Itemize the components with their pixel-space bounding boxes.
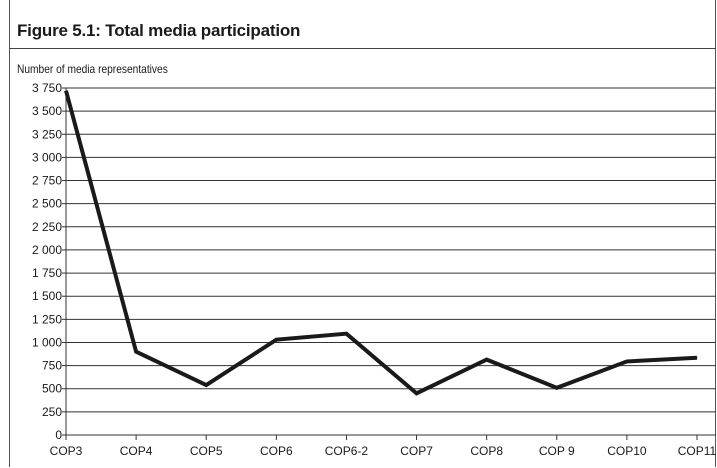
y-tick-label-3750: 3 750 — [32, 81, 62, 95]
y-tick-label-1250: 1 250 — [32, 312, 62, 326]
figure-frame — [9, 0, 716, 467]
y-tick-label-1750: 1 750 — [32, 266, 62, 280]
y-tick-label-3500: 3 500 — [32, 104, 62, 118]
data-point-COP4 — [135, 351, 137, 353]
series-line-0 — [64, 90, 698, 396]
data-point-COP8 — [486, 359, 488, 361]
chart-title: Figure 5.1: Total media participation — [17, 21, 301, 40]
data-point-COP7 — [416, 392, 418, 394]
data-point-COP 9 — [556, 387, 558, 389]
x-tick-label-COP6-2: COP6-2 — [325, 444, 369, 458]
x-tick-label-COP3: COP3 — [50, 444, 83, 458]
data-point-COP6-2 — [345, 333, 347, 335]
x-tick-label-COP 9: COP 9 — [539, 444, 575, 458]
y-tick-label-2250: 2 250 — [32, 220, 62, 234]
x-tick-label-COP6: COP6 — [260, 444, 293, 458]
y-axis-label: Number of media representatives — [17, 62, 168, 76]
series-group — [64, 90, 698, 396]
x-tick-label-COP11: COP11 — [678, 444, 717, 458]
y-tick-label-500: 500 — [42, 382, 62, 396]
y-tick-label-3250: 3 250 — [32, 127, 62, 141]
y-tick-labels: 0 250 500 750 1 000 1 250 1 500 1 750 2 000 2 250… — [32, 81, 62, 442]
data-point-COP5 — [205, 384, 207, 386]
data-point-COP3 — [65, 90, 67, 92]
y-tick-label-2500: 2 500 — [32, 197, 62, 211]
y-tick-label-2000: 2 000 — [32, 243, 62, 257]
y-tick-label-750: 750 — [42, 359, 62, 373]
y-tick-label-1500: 1 500 — [32, 289, 62, 303]
y-tick-label-0: 0 — [55, 428, 62, 442]
y-tick-label-2750: 2 750 — [32, 174, 62, 188]
y-tick-label-3000: 3 000 — [32, 150, 62, 164]
data-point-COP11 — [696, 357, 698, 359]
data-point-COP10 — [626, 360, 628, 362]
y-tick-label-1000: 1 000 — [32, 335, 62, 349]
x-tick-label-COP10: COP10 — [607, 444, 647, 458]
title-divider — [9, 48, 716, 49]
x-tick-label-COP7: COP7 — [400, 444, 433, 458]
grid-lines — [62, 87, 716, 436]
y-tick-label-250: 250 — [42, 405, 62, 419]
x-tick-labels: COP3 COP4 COP5 COP6 COP6-2 COP7 COP8 COP 9 COP10… — [50, 435, 717, 458]
x-tick-label-COP5: COP5 — [190, 444, 223, 458]
data-point-COP6 — [275, 339, 277, 341]
x-tick-label-COP4: COP4 — [120, 444, 153, 458]
x-tick-label-COP8: COP8 — [470, 444, 503, 458]
